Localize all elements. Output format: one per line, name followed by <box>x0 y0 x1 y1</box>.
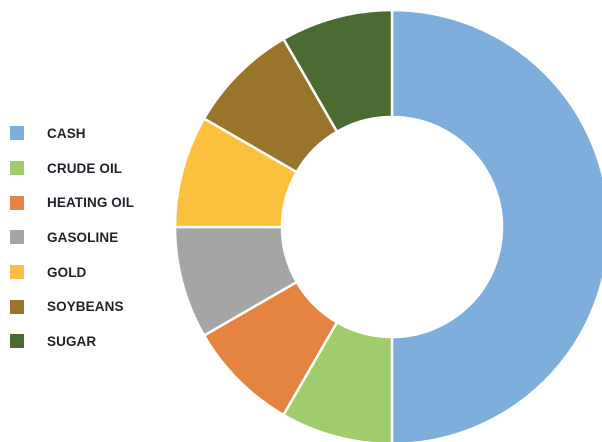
legend-label-soybeans: SOYBEANS <box>47 299 124 315</box>
legend-swatch-crude-oil <box>10 161 24 176</box>
donut-slice-cash <box>390 8 602 442</box>
legend-item-cash: CASH <box>10 116 134 151</box>
legend-label-gold: GOLD <box>47 264 87 280</box>
legend-item-sugar: SUGAR <box>10 324 134 359</box>
legend-item-gold: GOLD <box>10 255 134 290</box>
legend-item-gasoline: GASOLINE <box>10 220 134 255</box>
legend-swatch-gasoline <box>10 230 24 245</box>
donut-slice-sugar <box>282 8 394 133</box>
legend-item-crude-oil: CRUDE OIL <box>10 151 134 186</box>
chart-legend: CASH CRUDE OIL HEATING OIL GASOLINE GOLD SOYB… <box>10 116 134 359</box>
legend-label-sugar: SUGAR <box>47 333 97 349</box>
legend-label-gasoline: GASOLINE <box>47 229 119 245</box>
legend-swatch-soybeans <box>10 299 24 314</box>
legend-swatch-cash <box>10 126 24 141</box>
legend-item-heating-oil: HEATING OIL <box>10 185 134 220</box>
legend-swatch-sugar <box>10 334 24 349</box>
legend-swatch-heating-oil <box>10 195 24 210</box>
legend-label-cash: CASH <box>47 125 86 141</box>
legend-swatch-gold <box>10 265 24 280</box>
legend-item-soybeans: SOYBEANS <box>10 289 134 324</box>
legend-label-crude-oil: CRUDE OIL <box>47 160 123 176</box>
legend-label-heating-oil: HEATING OIL <box>47 195 135 211</box>
